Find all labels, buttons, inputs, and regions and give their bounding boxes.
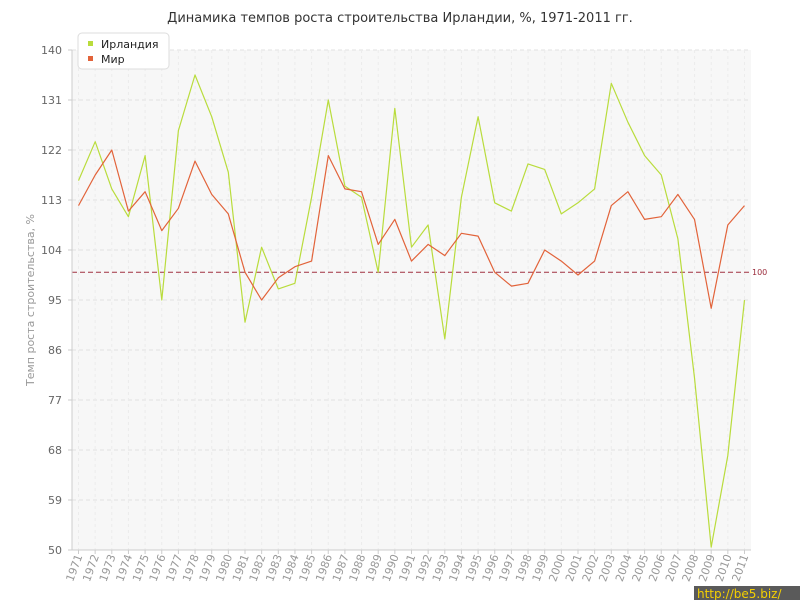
legend-label-ireland[interactable]: Ирландия: [101, 38, 159, 51]
y-tick-label: 59: [48, 494, 62, 507]
chart-title: Динамика темпов роста строительства Ирла…: [167, 11, 633, 26]
y-tick-label: 104: [41, 244, 62, 257]
reference-line-100: 100: [72, 268, 767, 277]
series-line-ireland[interactable]: [77, 74, 746, 548]
legend-swatch-world: [88, 56, 93, 61]
y-tick-label: 77: [48, 394, 62, 407]
y-tick-label: 68: [48, 444, 62, 457]
watermark-link[interactable]: http://be5.biz/: [697, 587, 782, 600]
series-line-world[interactable]: [77, 149, 745, 309]
y-axis-label: Темп роста строительства, %: [24, 214, 37, 387]
watermark: http://be5.biz/: [694, 586, 800, 600]
y-tick-label: 122: [41, 144, 62, 157]
grid: [72, 49, 751, 550]
y-tick-label: 140: [41, 44, 62, 57]
x-tick-labels: 1971197219731974197519761977197819791980…: [64, 550, 751, 583]
reference-line-label: 100: [752, 268, 767, 277]
legend-swatch-ireland: [88, 41, 93, 46]
watermark-background: [694, 586, 800, 600]
y-tick-labels: 50 59 68 77 86 95 104 113 122 131 140: [41, 44, 72, 557]
legend-box: [77, 32, 170, 70]
y-tick-label: 50: [48, 544, 62, 557]
y-tick-label: 131: [41, 94, 62, 107]
y-tick-label: 95: [48, 294, 62, 307]
y-tick-label: 86: [48, 344, 62, 357]
legend: Ирландия Мир: [77, 32, 170, 70]
y-tick-label: 113: [41, 194, 62, 207]
legend-label-world[interactable]: Мир: [101, 53, 125, 66]
series-lines: [77, 74, 746, 548]
